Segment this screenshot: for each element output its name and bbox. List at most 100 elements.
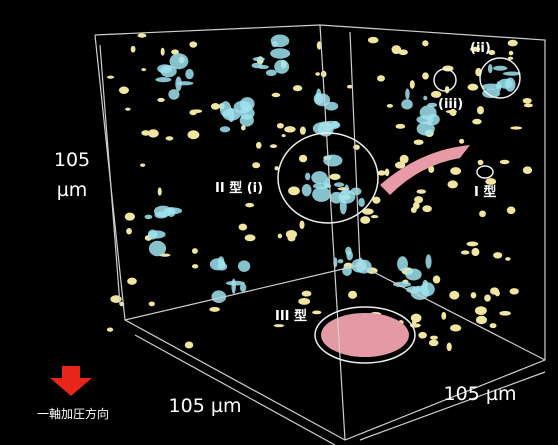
particle	[524, 103, 533, 107]
particle	[410, 80, 415, 89]
region-label: (iii)	[438, 97, 463, 112]
particle	[505, 78, 516, 92]
particle	[447, 343, 452, 352]
particle	[346, 250, 352, 260]
particle	[499, 311, 511, 316]
particle	[141, 68, 146, 71]
particle	[140, 163, 145, 166]
particle	[137, 33, 146, 37]
particle	[256, 142, 262, 149]
particle	[293, 85, 302, 91]
particle	[411, 314, 422, 323]
particle	[351, 187, 362, 195]
particle	[218, 256, 224, 266]
region-label: (ii)	[470, 41, 491, 56]
particle	[270, 48, 290, 58]
particle	[299, 155, 307, 163]
particle	[507, 206, 516, 214]
particle	[258, 65, 269, 69]
particle	[189, 41, 197, 47]
particle	[448, 180, 458, 188]
particle	[422, 72, 429, 79]
particle	[240, 114, 254, 126]
particle	[479, 210, 486, 217]
particle	[523, 98, 532, 104]
particle	[449, 291, 459, 300]
particle	[245, 234, 256, 241]
particle	[253, 57, 265, 61]
particle	[496, 81, 501, 92]
particle	[493, 66, 507, 71]
particle	[131, 46, 136, 53]
particle	[209, 307, 220, 312]
particle	[187, 130, 199, 139]
particle	[345, 185, 349, 192]
particle	[471, 292, 477, 298]
particle	[334, 182, 344, 187]
particle	[360, 216, 370, 224]
particle	[154, 212, 167, 219]
particle	[277, 123, 284, 129]
particle	[169, 53, 188, 69]
particle	[423, 96, 427, 100]
particle	[119, 87, 129, 95]
particle	[387, 104, 393, 108]
particle	[220, 126, 230, 132]
particle	[168, 89, 179, 100]
particle	[348, 291, 357, 299]
particle	[274, 324, 284, 327]
particle	[377, 170, 385, 175]
particle	[125, 108, 131, 111]
particle	[288, 186, 300, 195]
particle	[488, 64, 493, 73]
particle	[107, 328, 113, 332]
particle	[401, 99, 413, 109]
particle	[508, 40, 518, 47]
particle	[148, 230, 165, 238]
particle	[459, 139, 464, 144]
particle	[175, 77, 182, 92]
particle	[405, 269, 421, 281]
particle	[485, 178, 496, 185]
particle	[272, 93, 281, 97]
particle	[330, 174, 341, 180]
particle	[189, 110, 197, 116]
particle	[166, 136, 174, 140]
particle	[321, 313, 409, 357]
microscopy-render: 105 µm 105 µm 105 µm II 型 (i) I 型 III 型 …	[0, 0, 558, 445]
particle	[490, 287, 499, 294]
particle	[323, 154, 342, 166]
particle	[302, 184, 312, 196]
particle	[471, 248, 479, 256]
particle	[417, 189, 427, 193]
particle	[490, 323, 497, 328]
particle	[270, 144, 277, 148]
particle	[305, 173, 310, 181]
particle	[422, 40, 428, 46]
particle	[450, 324, 461, 331]
particle	[358, 198, 365, 207]
particle	[167, 207, 175, 217]
particle	[282, 134, 286, 137]
particle	[493, 252, 502, 258]
particle	[325, 102, 338, 111]
particle	[450, 167, 461, 175]
type-label: I 型	[474, 184, 496, 200]
particle	[353, 145, 360, 150]
particle	[430, 336, 438, 340]
particle	[422, 205, 431, 212]
particle	[161, 48, 165, 56]
particle	[149, 301, 155, 306]
particle	[510, 126, 522, 129]
particle	[266, 69, 277, 76]
particle	[126, 228, 132, 234]
size-label: 105 µm	[169, 395, 242, 417]
particle	[286, 230, 297, 239]
particle	[315, 72, 320, 75]
particle	[271, 35, 290, 48]
particle	[427, 103, 437, 107]
particle	[338, 259, 344, 263]
particle	[405, 89, 409, 100]
particle	[299, 220, 304, 229]
particle	[278, 234, 282, 239]
